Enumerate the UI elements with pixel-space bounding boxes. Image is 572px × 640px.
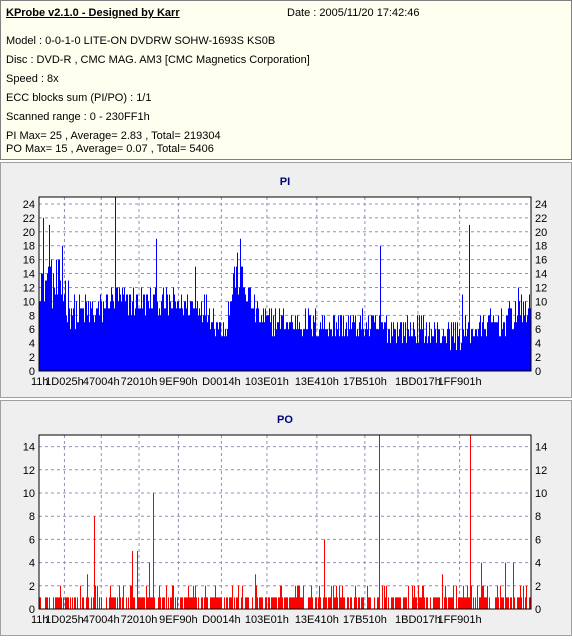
scan-date: Date : 2005/11/20 17:42:46 [287, 7, 420, 19]
x-tick-label: 9EF90h [159, 614, 198, 626]
y-tick-label-right: 2 [535, 581, 541, 593]
x-tick-label: 13E410h [295, 376, 339, 388]
y-tick-label-right: 22 [535, 213, 547, 225]
x-tick-label: 1BD017h [395, 614, 441, 626]
y-tick-label-right: 12 [535, 282, 547, 294]
x-tick-label: 17B510h [343, 614, 387, 626]
y-tick-label-right: 24 [535, 199, 547, 211]
y-tick-label-left: 4 [29, 338, 35, 350]
x-tick-label: 11h [31, 376, 49, 388]
x-tick-label: 13E410h [295, 614, 339, 626]
y-tick-label-left: 0 [29, 604, 35, 616]
data-bars [39, 197, 531, 371]
plot-area [38, 434, 532, 610]
y-tick-label-left: 20 [23, 227, 35, 239]
x-tick-label: 1BD017h [395, 376, 441, 388]
y-tick-label-left: 8 [29, 511, 35, 523]
y-tick-label-right: 16 [535, 255, 547, 267]
y-tick-label-right: 8 [535, 310, 541, 322]
y-tick-label-right: 12 [535, 465, 547, 477]
y-tick-label-left: 4 [29, 558, 35, 570]
scanned-range-line: Scanned range : 0 - 230FF1h [6, 111, 150, 123]
chart-title: PI [280, 176, 290, 188]
y-tick-label-left: 12 [23, 282, 35, 294]
x-tick-label: 1FF901h [438, 614, 482, 626]
x-tick-label: 1D025h [45, 376, 84, 388]
x-tick-label: D0014h [202, 614, 241, 626]
y-tick-label-left: 12 [23, 465, 35, 477]
chart-title: PO [277, 414, 293, 426]
disc-line: Disc : DVD-R , CMC MAG. AM3 [CMC Magneti… [6, 54, 310, 66]
app-title: KProbe v2.1.0 - Designed by Karr [6, 7, 180, 19]
y-tick-label-left: 0 [29, 366, 35, 378]
y-tick-label-right: 10 [535, 296, 547, 308]
x-tick-label: 103E01h [245, 614, 289, 626]
y-tick-label-right: 14 [535, 269, 547, 281]
x-tick-label: 9EF90h [159, 376, 198, 388]
y-tick-label-right: 14 [535, 442, 547, 454]
y-tick-label-left: 18 [23, 241, 35, 253]
y-tick-label-right: 10 [535, 488, 547, 500]
y-tick-label-left: 24 [23, 199, 35, 211]
y-tick-label-left: 22 [23, 213, 35, 225]
model-line: Model : 0-0-1-0 LITE-ON DVDRW SOHW-1693S… [6, 35, 276, 47]
y-tick-label-right: 0 [535, 366, 541, 378]
y-tick-label-left: 14 [23, 269, 35, 281]
pi-chart-panel: PI 0 0 2 2 4 4 6 6 8 8 10 10 12 12 14 14 16 16 18 18 20 20 22 22… [0, 162, 572, 398]
y-tick-label-right: 20 [535, 227, 547, 239]
y-tick-label-right: 6 [535, 324, 541, 336]
x-tick-label: 11h [31, 614, 49, 626]
po-chart-panel: PO 0 0 2 2 4 4 6 6 8 8 10 10 12 12 14 14 11h 1D025h 47004h 7… [0, 400, 572, 636]
speed-line: Speed : 8x [6, 73, 59, 85]
y-tick-label-left: 10 [23, 296, 35, 308]
y-tick-label-left: 14 [23, 442, 35, 454]
y-tick-label-left: 2 [29, 581, 35, 593]
y-tick-label-left: 8 [29, 310, 35, 322]
x-tick-label: 103E01h [245, 376, 289, 388]
y-tick-label-right: 4 [535, 558, 541, 570]
pi-stats-line: PI Max= 25 , Average= 2.83 , Total= 2193… [6, 130, 221, 142]
plot-frame [38, 434, 532, 610]
x-tick-label: 72010h [121, 376, 158, 388]
y-tick-label-right: 6 [535, 534, 541, 546]
ecc-line: ECC blocks sum (PI/PO) : 1/1 [6, 92, 152, 104]
plot-frame [38, 196, 532, 372]
y-tick-label-right: 8 [535, 511, 541, 523]
x-tick-label: 17B510h [343, 376, 387, 388]
x-tick-label: 47004h [83, 614, 120, 626]
po-stats-line: PO Max= 15 , Average= 0.07 , Total= 5406 [6, 143, 214, 155]
x-tick-label: 47004h [83, 376, 120, 388]
y-tick-label-right: 4 [535, 338, 541, 350]
y-tick-label-left: 16 [23, 255, 35, 267]
x-tick-label: 72010h [121, 614, 158, 626]
x-tick-label: 1D025h [45, 614, 84, 626]
data-bars [39, 435, 531, 609]
x-tick-label: 1FF901h [438, 376, 482, 388]
disc-info-panel: KProbe v2.1.0 - Designed by Karr Date : … [0, 0, 572, 160]
y-tick-label-left: 2 [29, 352, 35, 364]
y-tick-label-left: 6 [29, 324, 35, 336]
x-tick-label: D0014h [202, 376, 241, 388]
y-tick-label-right: 0 [535, 604, 541, 616]
y-tick-label-right: 18 [535, 241, 547, 253]
y-tick-label-left: 6 [29, 534, 35, 546]
y-tick-label-right: 2 [535, 352, 541, 364]
y-tick-label-left: 10 [23, 488, 35, 500]
